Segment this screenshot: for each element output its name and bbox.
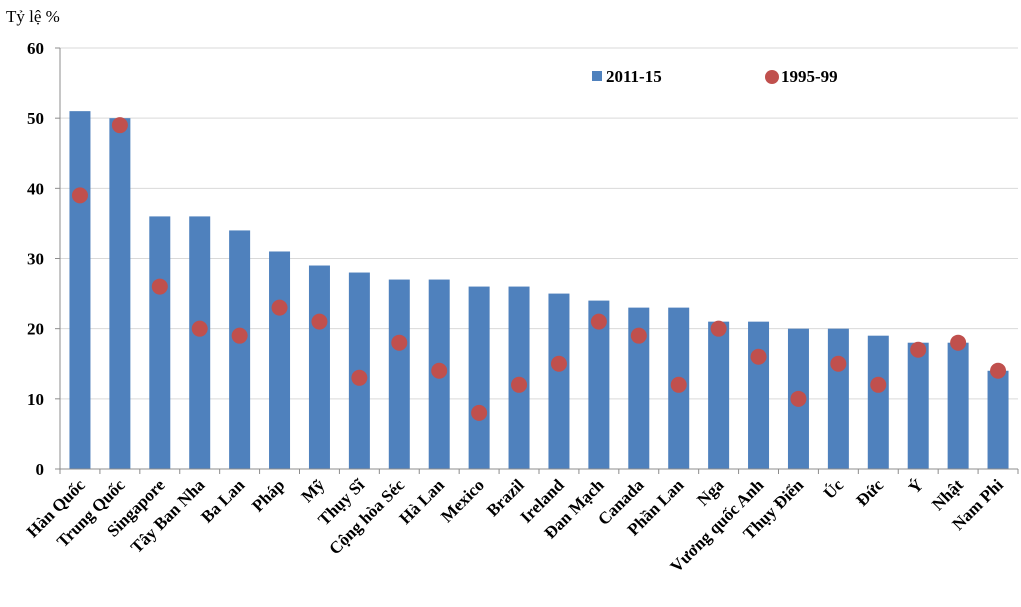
y-tick-label: 20 bbox=[27, 320, 44, 339]
bar bbox=[69, 111, 91, 470]
bar bbox=[269, 251, 291, 469]
dot-point bbox=[550, 355, 567, 372]
x-tick-label: Mexico bbox=[437, 475, 488, 526]
bar bbox=[109, 118, 131, 470]
bar bbox=[149, 216, 171, 469]
dot-point bbox=[990, 362, 1007, 379]
dot-point bbox=[311, 313, 328, 330]
bar bbox=[947, 342, 969, 469]
bar bbox=[708, 321, 730, 469]
x-tick-label: Ba Lan bbox=[197, 475, 249, 527]
y-tick-label: 50 bbox=[27, 109, 44, 128]
y-tick-label: 10 bbox=[27, 390, 44, 409]
dot-point bbox=[750, 348, 767, 365]
dot-point bbox=[191, 320, 208, 337]
bar bbox=[907, 342, 929, 469]
dot-point bbox=[111, 117, 128, 134]
bar bbox=[748, 321, 770, 469]
x-tick-label: Úc bbox=[820, 475, 848, 503]
dot-point bbox=[271, 299, 288, 316]
y-tick-label: 30 bbox=[27, 250, 44, 269]
x-tick-label: Pháp bbox=[248, 475, 288, 515]
legend-swatch-bar bbox=[592, 71, 602, 81]
dot-point bbox=[870, 376, 887, 393]
y-axis-label: Tỷ lệ % bbox=[6, 7, 60, 26]
x-tick-label: Đức bbox=[852, 475, 887, 510]
bar bbox=[867, 335, 889, 469]
legend-label-dot: 1995-99 bbox=[781, 67, 838, 86]
bar-series bbox=[69, 111, 1009, 470]
dot-point bbox=[471, 404, 488, 421]
y-tick-labels: 0 10 20 30 40 50 60 bbox=[27, 39, 44, 479]
x-tick-label: Hà Lan bbox=[396, 475, 449, 528]
dot-point bbox=[151, 278, 168, 295]
dot-point bbox=[670, 376, 687, 393]
y-tick-label: 40 bbox=[27, 179, 44, 198]
dot-point bbox=[351, 369, 368, 386]
axes bbox=[55, 47, 1019, 474]
x-tick-label: Nga bbox=[693, 475, 727, 509]
legend: 2011-15 1995-99 bbox=[592, 67, 838, 86]
gridlines bbox=[60, 47, 1018, 400]
y-tick-label: 60 bbox=[27, 39, 44, 58]
dot-point bbox=[830, 355, 847, 372]
dot-point bbox=[590, 313, 607, 330]
dot-point bbox=[71, 187, 88, 204]
dot-point bbox=[630, 327, 647, 344]
dot-point bbox=[511, 376, 528, 393]
bar bbox=[229, 230, 251, 469]
dot-point bbox=[910, 341, 927, 358]
dot-point bbox=[790, 390, 807, 407]
dot-point bbox=[431, 362, 448, 379]
legend-label-bar: 2011-15 bbox=[606, 67, 662, 86]
bar bbox=[827, 328, 849, 469]
dot-point bbox=[231, 327, 248, 344]
bar bbox=[308, 265, 330, 469]
bar bbox=[388, 279, 410, 469]
bar bbox=[548, 293, 570, 469]
bar bbox=[987, 370, 1009, 469]
dot-point bbox=[950, 334, 967, 351]
legend-swatch-dot bbox=[765, 70, 779, 84]
bar bbox=[468, 286, 490, 469]
x-tick-label: Mỹ bbox=[297, 475, 328, 506]
bar bbox=[588, 300, 610, 469]
x-tick-label: Ý bbox=[905, 475, 927, 497]
bar bbox=[189, 216, 211, 469]
bar bbox=[628, 307, 650, 469]
dot-series bbox=[71, 117, 1007, 421]
dot-point bbox=[710, 320, 727, 337]
y-tick-label: 0 bbox=[36, 460, 45, 479]
dot-point bbox=[391, 334, 408, 351]
